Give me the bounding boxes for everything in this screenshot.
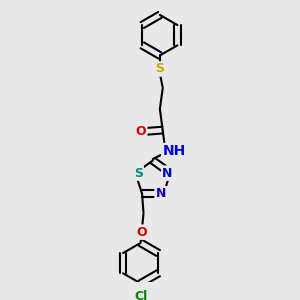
Text: O: O — [137, 226, 147, 239]
Text: Cl: Cl — [134, 290, 147, 300]
Text: NH: NH — [162, 144, 186, 158]
Text: S: S — [134, 167, 143, 180]
Text: O: O — [136, 125, 146, 138]
Text: N: N — [156, 187, 166, 200]
Text: N: N — [162, 167, 172, 180]
Text: S: S — [155, 62, 164, 76]
